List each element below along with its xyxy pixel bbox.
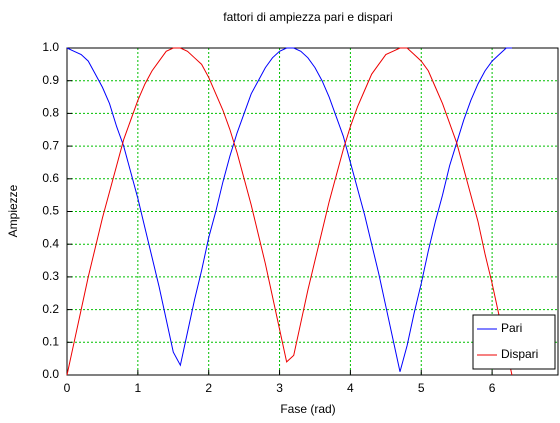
y-axis-label: Ampiezze	[6, 184, 20, 237]
series-line	[66, 47, 512, 372]
y-tick-label: 0.8	[42, 106, 59, 120]
y-tick-label: 0.4	[42, 236, 59, 250]
y-tick-label: 0.3	[42, 269, 59, 283]
x-tick-label: 5	[418, 381, 425, 395]
x-tick-label: 2	[205, 381, 212, 395]
y-tick-label: 0.2	[42, 302, 59, 316]
series-line	[66, 47, 513, 376]
plot-frame	[66, 47, 559, 376]
chart-title: fattori di ampiezza pari e dispari	[223, 10, 392, 24]
x-tick-label: 0	[64, 381, 71, 395]
legend-label: Dispari	[501, 347, 538, 361]
y-tick-label: 0.9	[42, 73, 59, 87]
x-tick-label: 1	[135, 381, 142, 395]
x-tick-label: 3	[276, 381, 283, 395]
y-tick-label: 0.0	[42, 367, 59, 381]
legend-box	[472, 314, 556, 370]
legend-label: Pari	[501, 321, 522, 335]
x-axis-label: Fase (rad)	[280, 402, 335, 416]
y-tick-label: 0.1	[42, 334, 59, 348]
y-tick-label: 1.0	[42, 40, 59, 54]
y-tick-label: 0.6	[42, 171, 59, 185]
x-tick-label: 4	[347, 381, 354, 395]
x-tick-label: 6	[489, 381, 496, 395]
y-tick-label: 0.7	[42, 138, 59, 152]
y-tick-label: 0.5	[42, 204, 59, 218]
